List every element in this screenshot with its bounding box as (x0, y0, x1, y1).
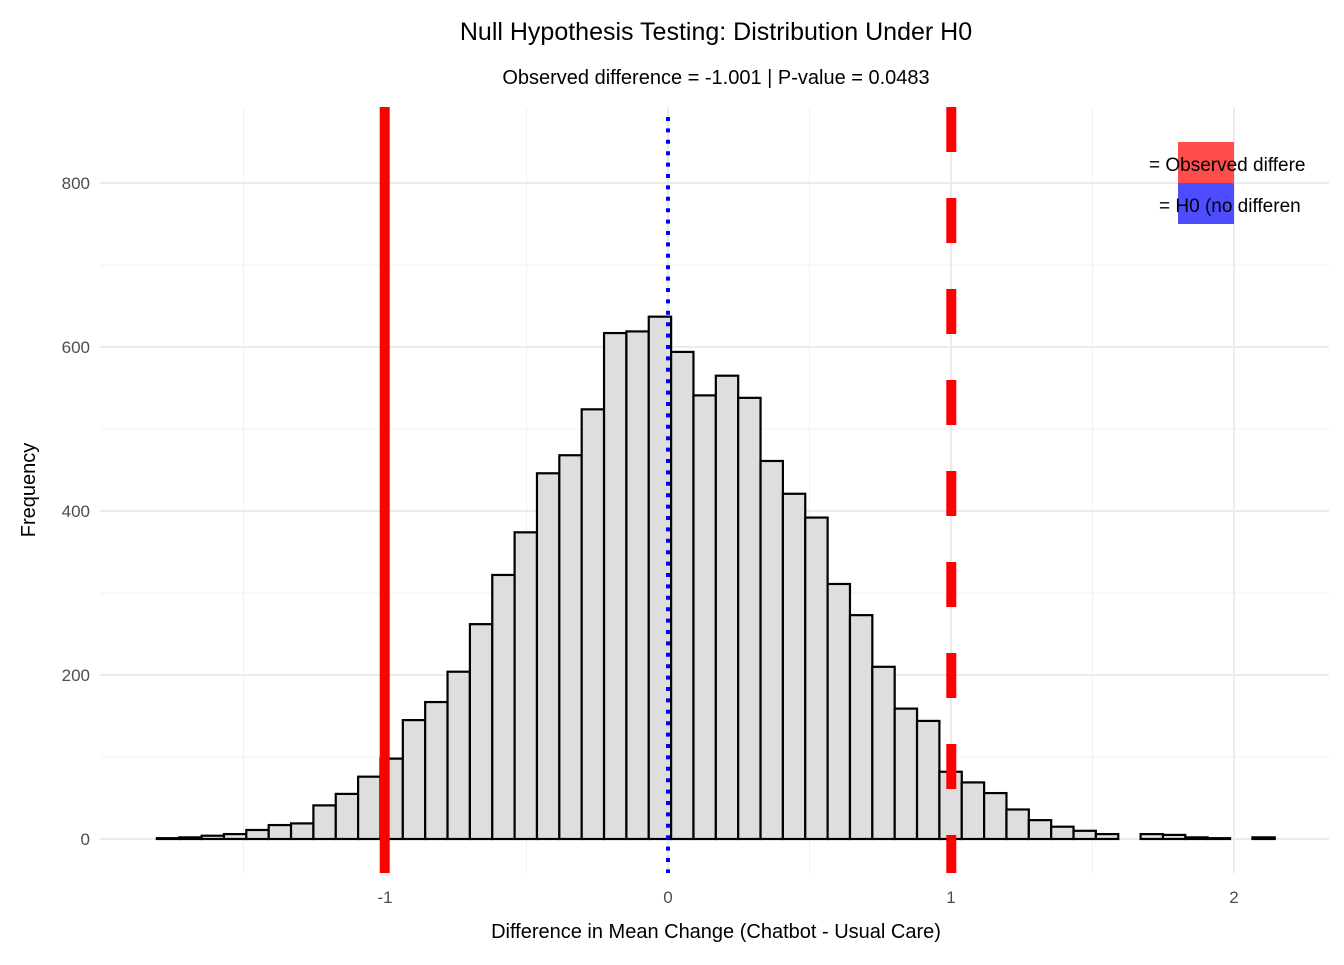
histogram-bar (871, 665, 896, 841)
x-axis-title: Difference in Mean Change (Chatbot - Usu… (491, 921, 941, 943)
histogram-bar (357, 775, 382, 841)
histogram-bar (826, 582, 852, 841)
histogram-bar (178, 836, 203, 841)
histogram-bar (1050, 825, 1075, 841)
histogram-bar (1161, 833, 1187, 841)
histogram-bar (468, 623, 494, 841)
chart-title: Null Hypothesis Testing: Distribution Un… (460, 18, 972, 46)
histogram-bar (1139, 832, 1165, 841)
histogram-bar (1094, 832, 1120, 841)
y-axis-title: Frequency (18, 443, 40, 538)
histogram-bar (714, 374, 740, 841)
histogram-bar (848, 614, 874, 841)
tick-labels: -1 0 1 2 0 200 400 600 800 (62, 174, 1239, 907)
legend-label-h0: = H0 (no differen (1159, 196, 1301, 217)
y-tick-label: 400 (62, 502, 90, 521)
histogram-bar (558, 454, 583, 841)
histogram-bar (312, 804, 337, 841)
histogram-bar (759, 459, 784, 841)
histogram-bar (289, 822, 315, 841)
chart-subtitle: Observed difference = -1.001 | P-value =… (502, 67, 929, 89)
histogram-bar (647, 315, 673, 841)
histogram-bar (893, 707, 919, 841)
y-tick-label: 200 (62, 666, 90, 685)
histogram-bar (200, 834, 226, 841)
legend: = Observed differe = H0 (no differen (1149, 142, 1306, 224)
histogram-bar (781, 492, 807, 841)
histogram-bar (602, 331, 628, 841)
histogram-bar (222, 832, 248, 841)
bars (155, 315, 1276, 841)
histogram-bar (804, 516, 829, 841)
histogram-bar (446, 670, 471, 841)
legend-key-h0 (1178, 183, 1234, 224)
x-tick-label: 2 (1229, 888, 1238, 907)
histogram-bar (1184, 836, 1209, 841)
histogram-bar (1027, 819, 1053, 841)
histogram-bar (1251, 836, 1276, 841)
y-tick-label: 600 (62, 338, 90, 357)
histogram-bar (580, 408, 606, 841)
x-tick-label: -1 (377, 888, 392, 907)
histogram-bar (155, 837, 181, 841)
histogram-bar (670, 350, 695, 841)
histogram-bar (625, 330, 650, 841)
histogram-bar (692, 394, 717, 841)
histogram-bar (983, 791, 1008, 841)
histogram-bar (245, 828, 270, 841)
histogram-bar (401, 718, 427, 841)
histogram-bar (960, 781, 986, 841)
legend-key-observed (1178, 142, 1234, 183)
histogram-bar (334, 792, 360, 841)
x-tick-label: 1 (946, 888, 955, 907)
histogram-bar (424, 700, 449, 841)
legend-label-observed: = Observed differe (1149, 155, 1306, 176)
histogram-bar (267, 823, 293, 841)
histogram-bar (737, 396, 762, 841)
histogram-bar (491, 573, 516, 841)
y-tick-label: 800 (62, 174, 90, 193)
histogram-bar (1206, 837, 1232, 841)
histogram-bar (513, 531, 539, 841)
histogram-bar (1005, 808, 1030, 841)
histogram-bar (915, 719, 941, 841)
histogram-bar (1072, 829, 1097, 841)
histogram-bar (535, 472, 561, 841)
y-tick-label: 0 (81, 830, 90, 849)
x-tick-label: 0 (663, 888, 672, 907)
reference-lines (379, 107, 957, 873)
